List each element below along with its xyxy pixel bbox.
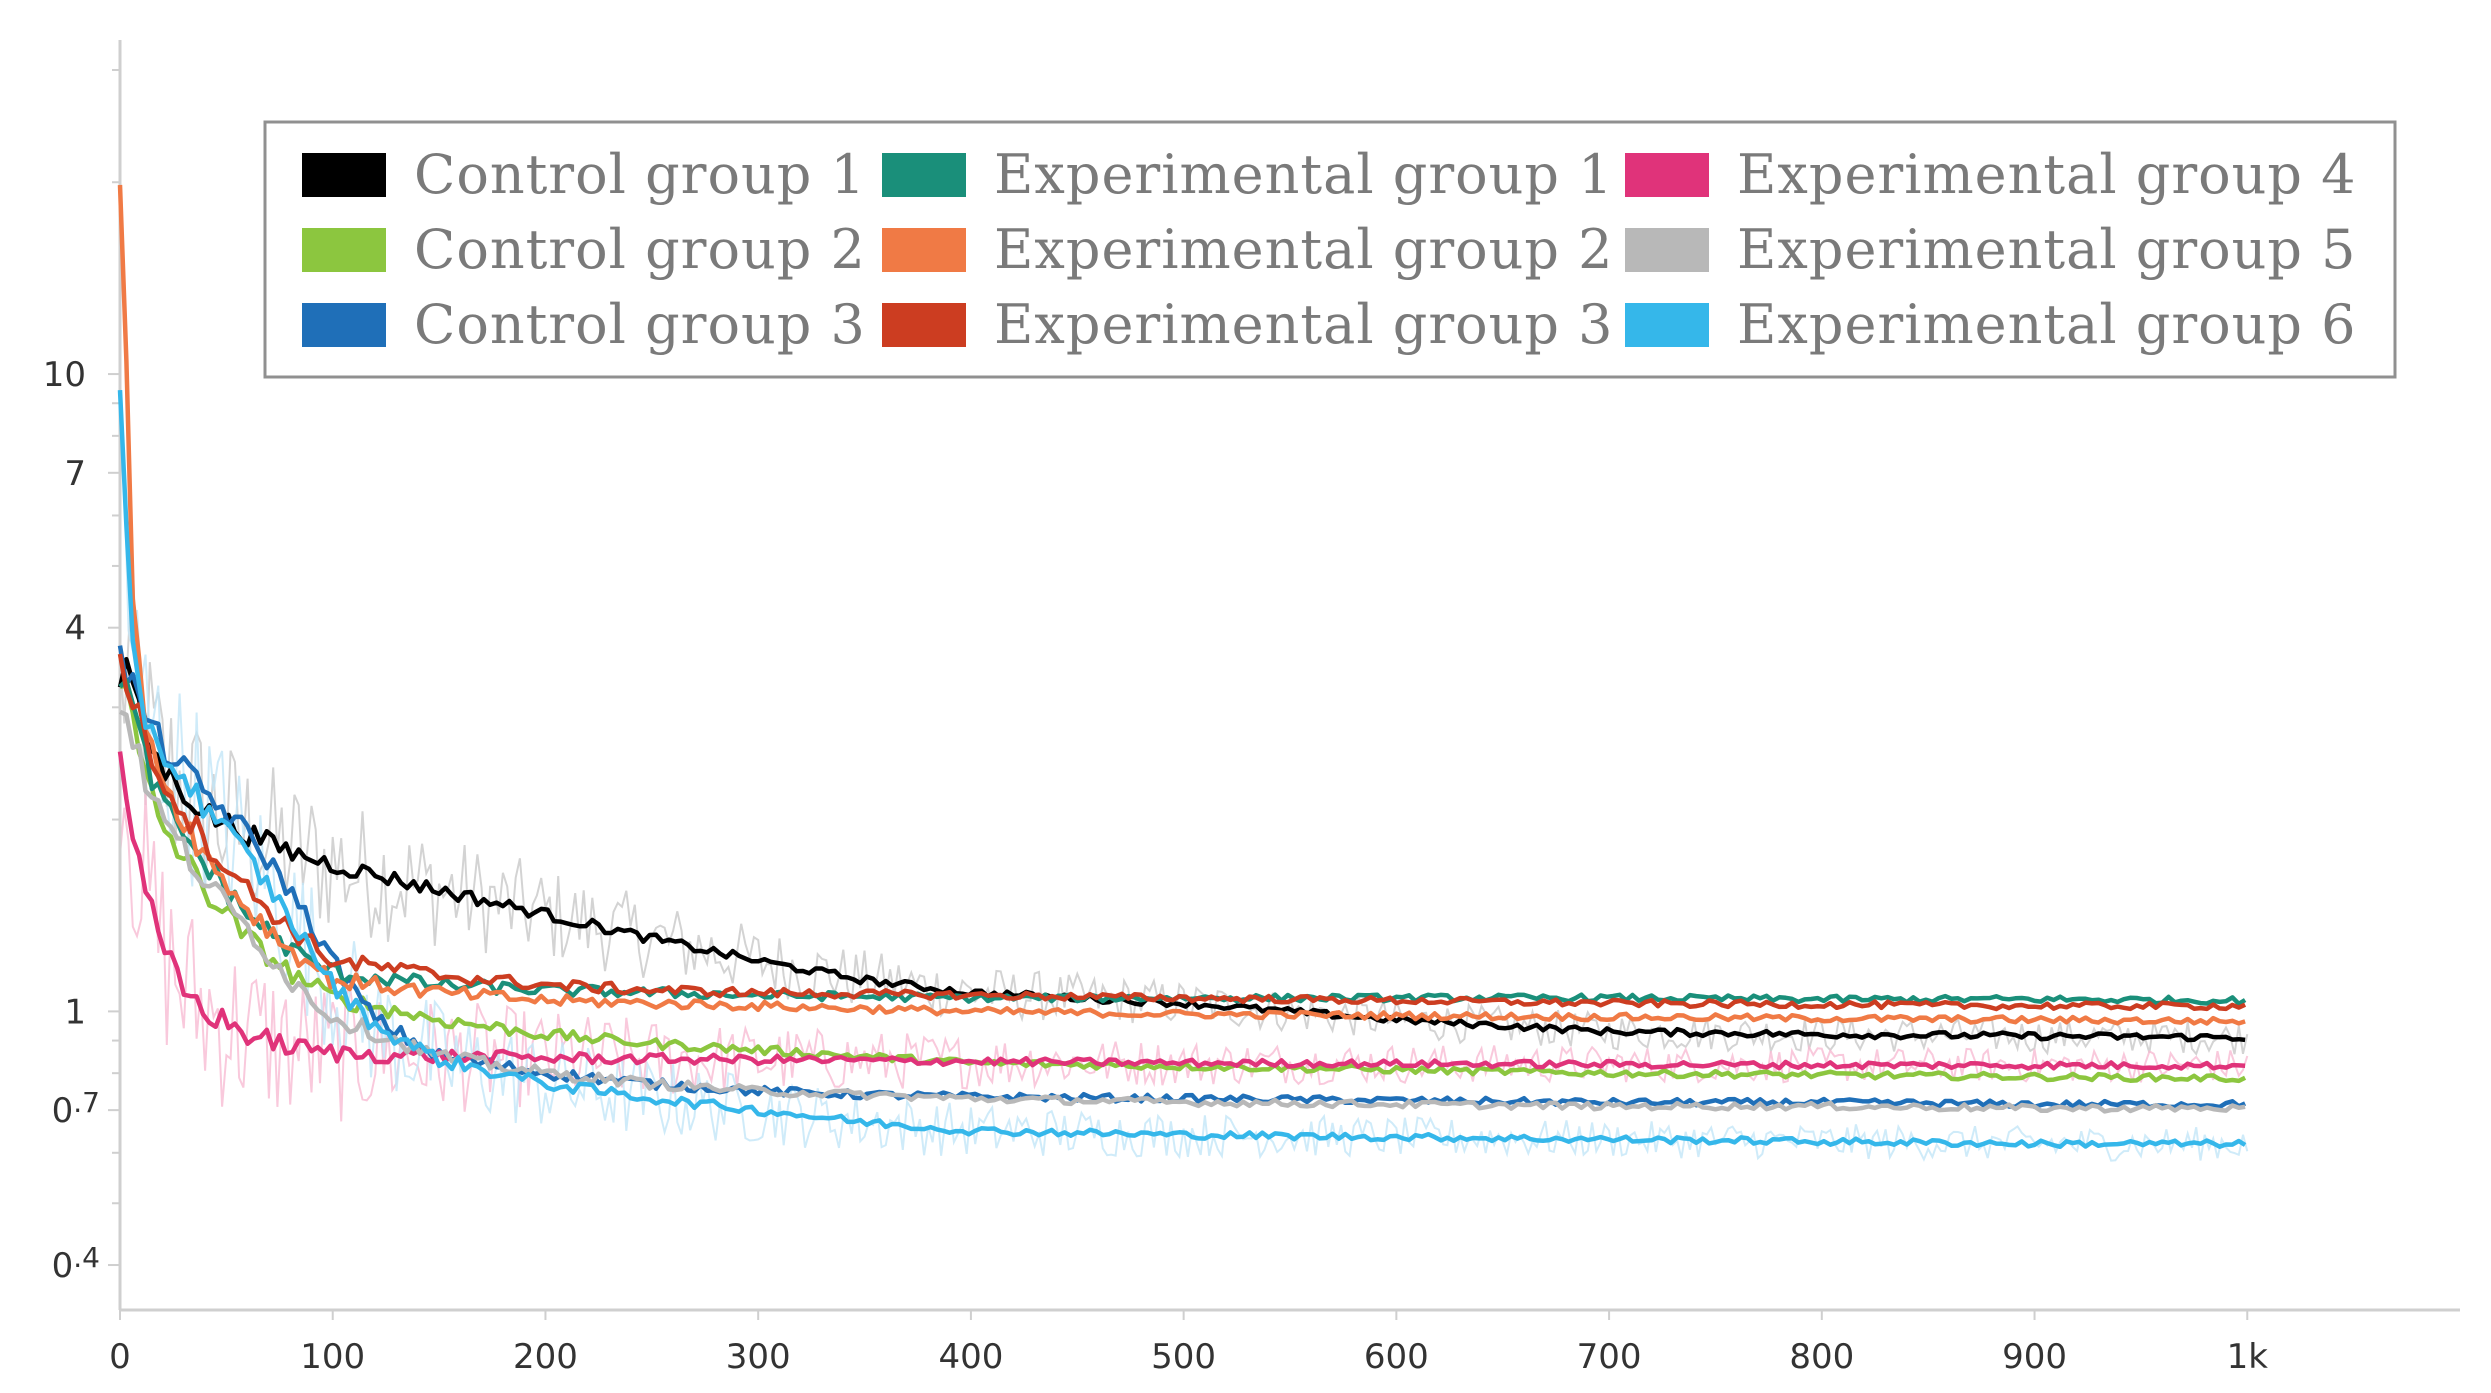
x-tick-label: 0 [109, 1337, 131, 1377]
x-tick-label: 400 [938, 1337, 1003, 1377]
x-tick-label: 600 [1364, 1337, 1429, 1377]
legend-swatch [302, 228, 386, 272]
legend-swatch [302, 303, 386, 347]
x-tick-label: 700 [1577, 1337, 1642, 1377]
legend-label: Experimental group 2 [994, 218, 1614, 281]
axes [118, 40, 2460, 1312]
legend-swatch [882, 228, 966, 272]
legend-box [263, 120, 2397, 379]
legend-label: Experimental group 5 [1737, 218, 2357, 281]
series-line [117, 389, 2247, 1150]
ticks: 0 100 200 300 400 500 600 700 800 900 1k 10 7 4 1 0.7 0.… [43, 69, 2269, 1377]
series-line [118, 678, 2247, 1007]
series-line [117, 653, 2247, 1012]
legend: Control group 1 Control group 2 Control gr… [263, 120, 2397, 379]
y-tick-label: 0.7 [52, 1086, 100, 1131]
legend-swatch [1625, 228, 1709, 272]
x-tick-label: 100 [300, 1337, 365, 1377]
legend-swatch [1625, 303, 1709, 347]
legend-swatch [1625, 153, 1709, 197]
series-line [117, 656, 2246, 1043]
y-tick-label: 1 [64, 992, 86, 1032]
series-line [117, 645, 2247, 1110]
x-tick-label: 900 [2002, 1337, 2067, 1377]
x-tick-label: 500 [1151, 1337, 1216, 1377]
raw-trace [119, 390, 2249, 1162]
y-tick-label: 7 [64, 454, 86, 494]
series-lines [117, 184, 2247, 1150]
x-tick-label: 300 [726, 1337, 791, 1377]
legend-label: Experimental group 6 [1737, 293, 2357, 356]
y-tick-label: 4 [64, 609, 86, 649]
legend-label: Control group 1 [414, 143, 866, 206]
y-tick-label: 10 [43, 355, 86, 395]
raw-noise-layer [119, 390, 2249, 1162]
legend-label: Control group 2 [414, 218, 866, 281]
x-tick-label: 1k [2227, 1337, 2269, 1377]
legend-label: Experimental group 4 [1737, 143, 2357, 206]
series-line [117, 184, 2246, 1026]
legend-swatch [302, 153, 386, 197]
legend-swatch [882, 303, 966, 347]
legend-label: Control group 3 [414, 293, 866, 356]
series-line [119, 683, 2247, 1084]
raw-trace [119, 567, 2249, 1057]
x-tick-label: 800 [1789, 1337, 1854, 1377]
legend-swatch [882, 153, 966, 197]
legend-label: Experimental group 1 [994, 143, 1614, 206]
raw-trace [119, 792, 2249, 1122]
legend-label: Experimental group 3 [994, 293, 1614, 356]
series-line [119, 709, 2246, 1114]
y-tick-label: 0.4 [52, 1241, 100, 1286]
x-tick-label: 200 [513, 1337, 578, 1377]
